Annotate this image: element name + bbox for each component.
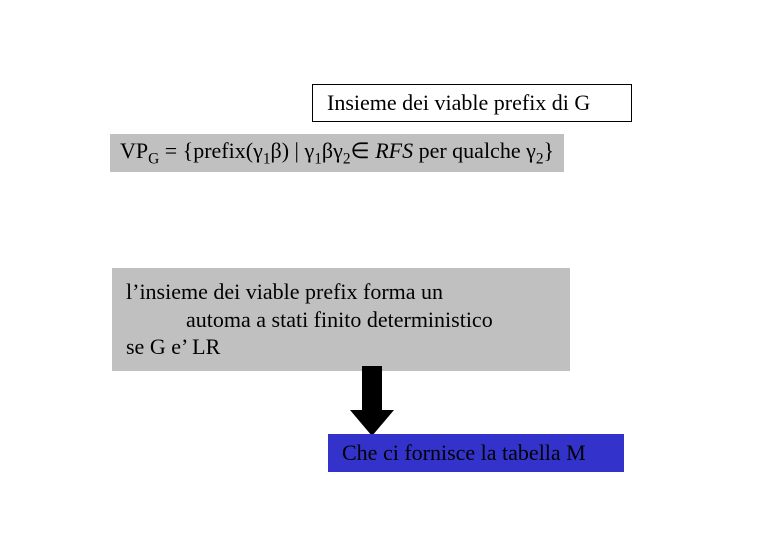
formula-in: ∈ xyxy=(351,138,376,163)
formula-sub1: 1 xyxy=(263,150,271,167)
statement-line1: l’insieme dei viable prefix forma un xyxy=(126,278,556,306)
statement-line2: automa a stati finito deterministico xyxy=(126,306,556,334)
formula-gamma1: γ xyxy=(253,138,263,163)
caption-text: Che ci fornisce la tabella M xyxy=(342,440,586,466)
formula-sub1b: 1 xyxy=(314,150,322,167)
formula-sub-g: G xyxy=(148,150,159,167)
formula-mid: ) | xyxy=(282,138,305,163)
formula-eq: = {prefix( xyxy=(159,138,253,163)
down-arrow-icon xyxy=(350,366,394,436)
formula-sub2: 2 xyxy=(343,150,351,167)
formula-beta2: β xyxy=(322,138,333,163)
statement-box: l’insieme dei viable prefix forma un aut… xyxy=(112,268,570,371)
formula-rfs: RFS xyxy=(375,138,413,163)
arrow-shaft xyxy=(362,366,382,410)
formula-beta1: β xyxy=(271,138,282,163)
formula-box: VPG = {prefix(γ1β) | γ1βγ2∈ RFS per qual… xyxy=(110,134,564,172)
title-box: Insieme dei viable prefix di G xyxy=(312,84,632,122)
formula-content: VPG = {prefix(γ1β) | γ1βγ2∈ RFS per qual… xyxy=(120,138,554,168)
caption-box: Che ci fornisce la tabella M xyxy=(328,434,624,472)
formula-close: } xyxy=(544,138,555,163)
statement-line3: se G e’ LR xyxy=(126,333,556,361)
formula-gamma1b: γ xyxy=(304,138,314,163)
formula-gamma2: γ xyxy=(333,138,343,163)
formula-vp: VP xyxy=(120,138,148,163)
formula-tail: per qualche xyxy=(413,138,526,163)
title-text: Insieme dei viable prefix di G xyxy=(327,90,590,116)
formula-gamma2b: γ xyxy=(526,138,536,163)
formula-sub2b: 2 xyxy=(536,150,544,167)
arrow-head xyxy=(350,410,394,436)
